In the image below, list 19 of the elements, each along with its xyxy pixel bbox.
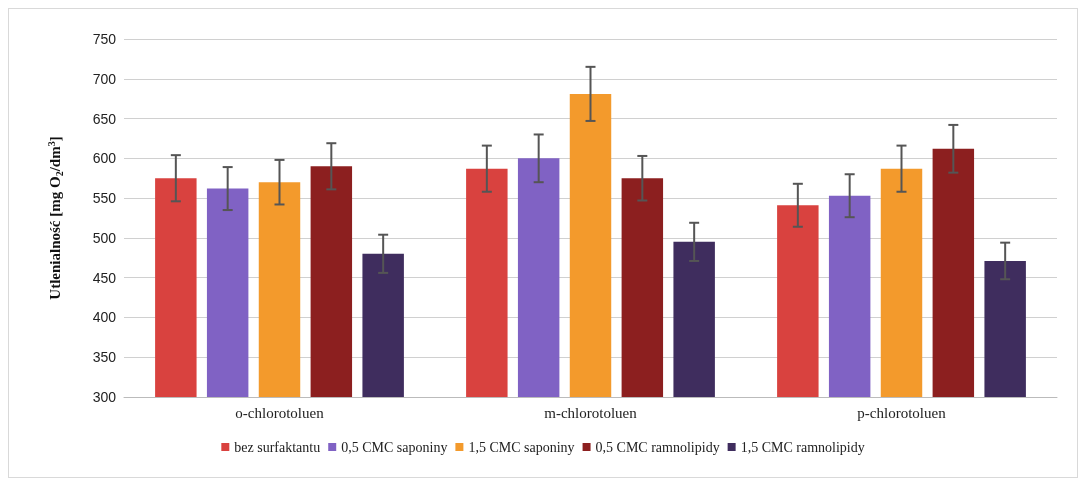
y-tick-label: 550 bbox=[92, 190, 117, 207]
y-tick-label: 300 bbox=[92, 389, 117, 405]
x-tick-label: m-chlorotoluen bbox=[544, 404, 638, 421]
y-tick-label: 700 bbox=[92, 70, 117, 87]
y-tick-label: 350 bbox=[92, 349, 117, 366]
legend-label: 1,5 CMC saponiny bbox=[468, 439, 575, 455]
y-tick-label: 400 bbox=[92, 309, 117, 326]
legend-label: 1,5 CMC ramnolipidy bbox=[740, 439, 865, 455]
legend-label: bez surfaktantu bbox=[234, 439, 321, 455]
y-tick-label: 500 bbox=[92, 229, 117, 246]
x-tick-label: o-chlorotoluen bbox=[235, 404, 325, 421]
y-axis-title: Utlenialność [mg O2/dm3] bbox=[45, 136, 65, 300]
legend-label: 0,5 CMC ramnolipidy bbox=[595, 439, 720, 455]
y-tick-label: 600 bbox=[92, 150, 117, 167]
x-tick-label: p-chlorotoluen bbox=[857, 404, 947, 421]
legend-label: 0,5 CMC saponiny bbox=[341, 439, 448, 455]
y-tick-label: 450 bbox=[92, 269, 117, 286]
y-tick-label: 650 bbox=[92, 110, 117, 127]
y-tick-label: 750 bbox=[92, 31, 117, 47]
